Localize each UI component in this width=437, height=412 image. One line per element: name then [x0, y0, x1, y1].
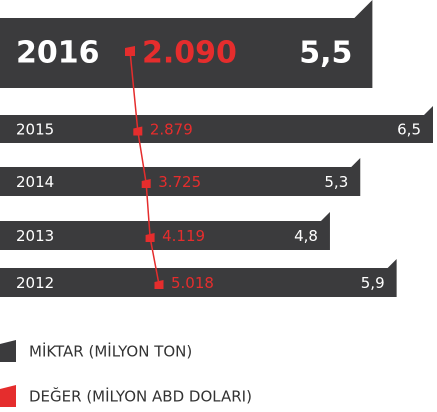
value-label: 5.018: [171, 274, 214, 292]
bar: [0, 106, 433, 143]
legend-label: MİKTAR (MİLYON TON): [29, 342, 192, 361]
value-marker: [141, 179, 151, 188]
bar: [0, 0, 373, 88]
year-label: 2013: [16, 227, 54, 245]
year-label: 2012: [16, 274, 54, 292]
value-marker: [145, 233, 155, 242]
bar: [0, 259, 397, 297]
value-label: 2.879: [150, 121, 193, 139]
value-label: 2.090: [142, 36, 237, 71]
value-marker: [154, 280, 164, 289]
bar: [0, 212, 330, 250]
quantity-label: 5,5: [299, 36, 352, 71]
year-label: 2015: [16, 121, 54, 139]
legend-label: DEĞER (MİLYON ABD DOLARI): [29, 387, 252, 406]
legend-swatch: [0, 385, 16, 407]
value-label: 4.119: [162, 227, 205, 245]
bar: [0, 158, 361, 196]
quantity-label: 4,8: [294, 227, 318, 245]
value-marker: [125, 46, 135, 56]
quantity-label: 5,9: [361, 274, 385, 292]
value-label: 3.725: [158, 173, 201, 191]
year-label: 2014: [16, 173, 54, 191]
quantity-label: 6,5: [397, 121, 421, 139]
value-marker: [133, 126, 143, 136]
legend-swatch: [0, 340, 16, 362]
quantity-label: 5,3: [324, 173, 348, 191]
year-label: 2016: [16, 36, 100, 71]
